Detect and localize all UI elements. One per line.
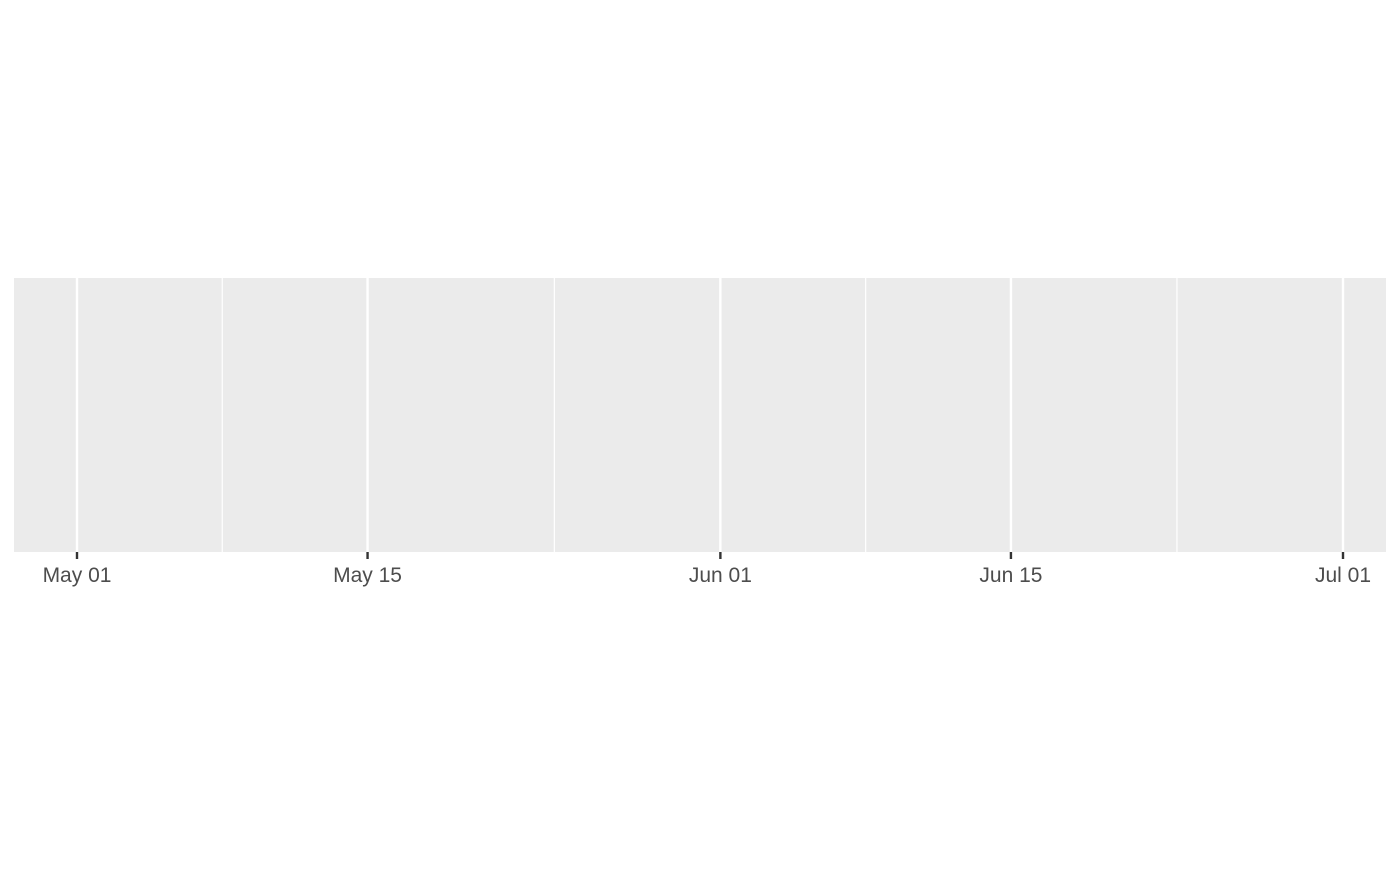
x-axis-tick-labels: May 01 May 15 Jun 01 Jun 15 Jul 01 [43,564,1371,587]
x-tick-label-3: Jun 15 [979,564,1042,587]
x-tick-label-0: May 01 [43,564,112,587]
x-tick-label-1: May 15 [333,564,402,587]
x-axis-ticks [75,552,1345,559]
x-tick-label-4: Jul 01 [1315,564,1371,587]
minor-gridlines [221,278,1178,552]
x-tick-label-2: Jun 01 [689,564,752,587]
major-gridlines [75,278,1345,552]
plot-panel [14,278,1386,552]
